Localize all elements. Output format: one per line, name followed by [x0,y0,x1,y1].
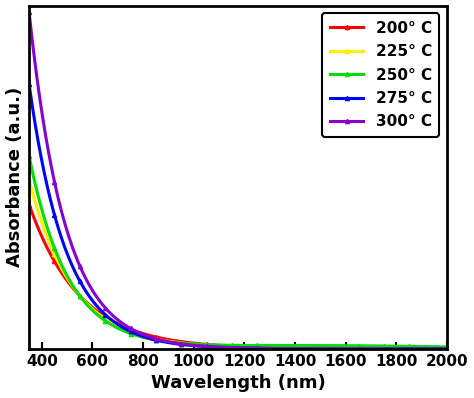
225° C [214,343,220,348]
275° C [408,347,413,351]
300° C [223,345,228,350]
225° C [275,345,281,350]
Line: 300° C: 300° C [27,10,449,351]
225° C [408,345,413,350]
250° C [26,154,32,159]
200° C [444,346,450,351]
Line: 250° C: 250° C [27,154,449,349]
Line: 200° C: 200° C [27,203,449,351]
250° C [408,344,413,349]
250° C [59,262,64,267]
300° C [408,347,413,351]
225° C [207,343,213,348]
Line: 225° C: 225° C [27,178,449,350]
225° C [444,346,450,351]
275° C [275,346,281,351]
250° C [214,343,220,347]
275° C [223,345,228,350]
225° C [26,178,32,183]
275° C [26,82,32,87]
200° C [275,345,281,350]
Legend: 200° C, 225° C, 250° C, 275° C, 300° C: 200° C, 225° C, 250° C, 275° C, 300° C [322,13,439,137]
275° C [207,344,213,349]
200° C [26,202,32,207]
200° C [408,346,413,351]
200° C [223,343,228,348]
200° C [59,270,64,275]
Y-axis label: Absorbance (a.u.): Absorbance (a.u.) [6,87,24,267]
250° C [223,343,228,347]
275° C [444,347,450,351]
250° C [275,343,281,348]
300° C [59,209,64,214]
250° C [207,342,213,347]
300° C [275,346,281,351]
225° C [223,344,228,349]
200° C [207,342,213,347]
Line: 275° C: 275° C [27,82,449,351]
300° C [207,344,213,349]
300° C [444,347,450,351]
275° C [214,345,220,349]
X-axis label: Wavelength (nm): Wavelength (nm) [151,375,326,392]
225° C [59,266,64,271]
275° C [59,236,64,240]
200° C [214,343,220,347]
300° C [26,10,32,15]
250° C [444,345,450,349]
300° C [214,345,220,349]
